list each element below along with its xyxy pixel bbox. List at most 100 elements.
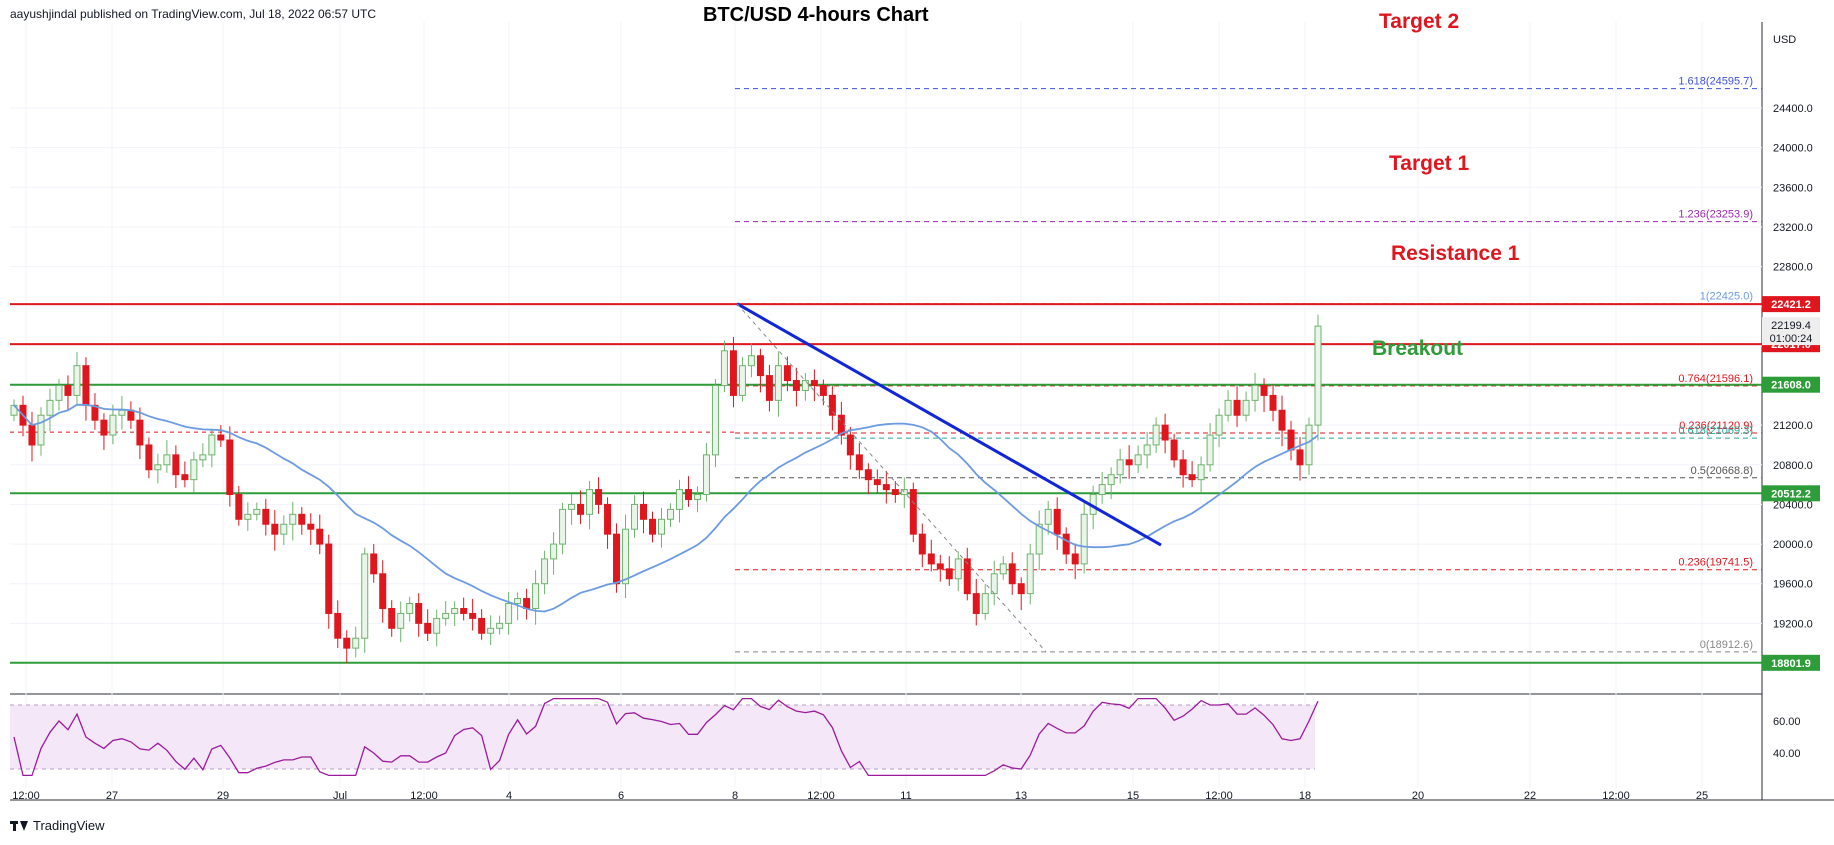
descending-trendline bbox=[736, 302, 1162, 547]
price-tick-label: 23600.0 bbox=[1773, 182, 1813, 194]
candle-body bbox=[999, 563, 1007, 575]
candle-body bbox=[343, 637, 351, 649]
candle-body bbox=[559, 508, 567, 545]
candle-body bbox=[649, 518, 657, 535]
candle-body bbox=[765, 375, 773, 401]
candle-body bbox=[478, 617, 486, 634]
fib-level-label: 0.236(19741.5) bbox=[1678, 557, 1753, 569]
price-tag bbox=[1762, 376, 1820, 393]
time-tick-label: 20 bbox=[1412, 790, 1424, 802]
price-tick-label: 24000.0 bbox=[1773, 143, 1813, 155]
fib-level-label: 0.764(21596.1) bbox=[1678, 373, 1753, 385]
candle-body bbox=[325, 543, 333, 614]
candle-body bbox=[253, 508, 261, 515]
tradingview-logo-icon bbox=[10, 820, 28, 832]
candle-body bbox=[361, 553, 369, 639]
candle-body bbox=[622, 528, 630, 585]
candle-body bbox=[316, 528, 324, 545]
tradingview-footer[interactable]: TradingView bbox=[10, 818, 105, 833]
rsi-line bbox=[13, 697, 1319, 777]
candle-body bbox=[1233, 399, 1241, 416]
candle-body bbox=[406, 603, 414, 614]
price-tag-label: 22421.2 bbox=[1771, 299, 1811, 311]
candle-countdown: 01:00:24 bbox=[1770, 333, 1813, 345]
fib-level-label: 1.618(24595.7) bbox=[1678, 76, 1753, 88]
candle-body bbox=[963, 558, 971, 595]
fib-level-label: 0.5(20668.8) bbox=[1691, 465, 1753, 477]
candle-body bbox=[532, 583, 540, 609]
currency-label: USD bbox=[1773, 34, 1796, 46]
candle-body bbox=[64, 385, 72, 396]
target-2-label: Target 2 bbox=[1379, 10, 1460, 33]
candle-body bbox=[1179, 459, 1187, 476]
candle-body bbox=[595, 489, 603, 505]
candle-body bbox=[640, 503, 648, 520]
current-price-label: 22199.4 bbox=[1771, 320, 1811, 332]
candle-body bbox=[666, 508, 674, 520]
candle-body bbox=[190, 459, 198, 481]
candle-body bbox=[424, 622, 432, 634]
candle-body bbox=[145, 444, 153, 471]
candle-body bbox=[720, 350, 728, 386]
candle-body bbox=[1107, 474, 1115, 486]
candle-body bbox=[433, 617, 441, 634]
candle-body bbox=[271, 523, 279, 535]
candle-body bbox=[945, 568, 953, 580]
candle-body bbox=[1161, 424, 1169, 441]
candle-body bbox=[1170, 439, 1178, 461]
candle-body bbox=[550, 543, 558, 560]
candle-body bbox=[604, 503, 612, 535]
time-tick-label: 11 bbox=[900, 790, 911, 802]
candle-body bbox=[882, 484, 890, 491]
candle-body bbox=[1053, 508, 1061, 535]
candle-body bbox=[684, 489, 692, 500]
candle-body bbox=[217, 434, 225, 441]
candle-body bbox=[1098, 484, 1106, 496]
candle-body bbox=[1314, 325, 1322, 426]
candle-body bbox=[442, 612, 450, 619]
price-tag bbox=[1762, 485, 1820, 502]
candle-body bbox=[981, 593, 989, 614]
rsi-tick-label: 60.00 bbox=[1773, 716, 1801, 728]
breakout-label: Breakout bbox=[1372, 337, 1464, 360]
time-tick-label: 12:00 bbox=[410, 790, 438, 802]
time-tick-label: 27 bbox=[106, 790, 118, 802]
candle-body bbox=[1215, 414, 1223, 436]
candle-body bbox=[172, 454, 180, 476]
candle-body bbox=[738, 365, 746, 396]
rsi-tick-label: 40.00 bbox=[1773, 748, 1801, 760]
price-tag bbox=[1762, 296, 1820, 313]
fib-level-label: 0.618(21069.3) bbox=[1678, 425, 1753, 437]
fib-level-label: 0(18912.6) bbox=[1700, 639, 1753, 651]
candle-body bbox=[1305, 424, 1313, 466]
candle-body bbox=[208, 434, 216, 456]
candle-body bbox=[298, 513, 306, 525]
candle-body bbox=[469, 612, 477, 619]
candle-body bbox=[397, 612, 405, 629]
candle-body bbox=[783, 365, 791, 382]
candle-body bbox=[927, 553, 935, 565]
candle-body bbox=[451, 607, 459, 614]
candle-body bbox=[1152, 424, 1160, 446]
candle-body bbox=[990, 573, 998, 595]
target-1-label: Target 1 bbox=[1389, 152, 1470, 175]
candle-body bbox=[1224, 399, 1232, 416]
candle-body bbox=[55, 385, 63, 401]
candle-body bbox=[1044, 508, 1052, 525]
time-tick-label: 13 bbox=[1015, 790, 1027, 802]
candle-body bbox=[819, 385, 827, 396]
candle-body bbox=[118, 409, 126, 416]
price-tick-label: 20400.0 bbox=[1773, 499, 1813, 511]
candle-body bbox=[352, 637, 360, 649]
time-tick-label: 12:00 bbox=[12, 790, 40, 802]
candle-body bbox=[693, 494, 701, 500]
candle-body bbox=[37, 414, 45, 446]
candle-body bbox=[487, 627, 495, 634]
candle-body bbox=[100, 419, 108, 436]
candle-body bbox=[658, 518, 666, 535]
candle-body bbox=[415, 603, 423, 624]
candle-body bbox=[936, 563, 944, 570]
candle-body bbox=[1278, 409, 1286, 431]
